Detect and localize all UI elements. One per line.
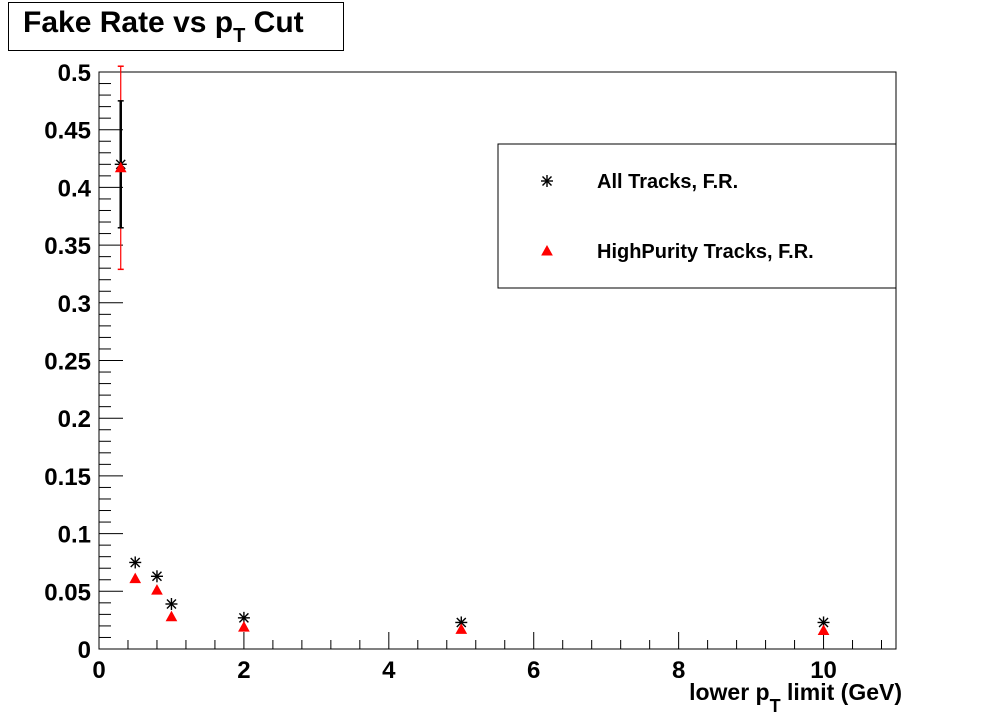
legend-all-tracks-marker — [541, 175, 553, 187]
x-axis-title-sub: T — [770, 696, 781, 716]
x-axis-title-post: limit (GeV) — [781, 679, 902, 705]
y-tick-label: 0.4 — [58, 175, 92, 202]
all-tracks-point — [150, 570, 163, 583]
axis-ticks — [98, 71, 883, 650]
y-tick-label: 0.2 — [58, 406, 91, 433]
highpurity-tracks-point — [129, 572, 142, 584]
chart-title-main: Fake Rate vs p — [23, 6, 234, 39]
legend-box — [497, 143, 897, 289]
x-axis-title: lower pT limit (GeV) — [689, 679, 902, 716]
highpurity-tracks-point — [238, 621, 250, 632]
chart-title-subscript: T — [233, 25, 246, 47]
legend-label: All Tracks, F.R. — [597, 171, 738, 193]
x-tick-label: 8 — [672, 657, 685, 684]
y-tick-label: 0.05 — [44, 579, 91, 606]
y-tick-label: 0.35 — [44, 233, 91, 260]
legend-label: HighPurity Tracks, F.R. — [597, 241, 814, 263]
all-tracks-point — [165, 597, 178, 610]
x-tick-label: 4 — [382, 657, 396, 684]
y-tick-label: 0.15 — [44, 464, 91, 491]
x-tick-label: 6 — [527, 657, 540, 684]
data-marks — [114, 65, 830, 636]
x-axis-title-pre: lower p — [689, 679, 770, 705]
legend: All Tracks, F.R. HighPurity Tracks, F.R. — [497, 143, 897, 289]
highpurity-tracks-point — [114, 161, 127, 173]
axis-tick-labels: 0 2 4 6 8 10 0 0.05 0.1 0.15 0.2 0.25 0.3 0.35 0.4 0.45… — [44, 60, 837, 684]
y-tick-label: 0.5 — [58, 60, 91, 87]
all-tracks-point — [237, 611, 250, 624]
chart-title-tail: Cut — [245, 6, 304, 39]
x-tick-label: 0 — [92, 657, 105, 684]
highpurity-tracks-point — [165, 610, 178, 622]
y-tick-label: 0.25 — [44, 349, 91, 376]
y-tick-label: 0 — [78, 637, 91, 664]
y-tick-label: 0.45 — [44, 118, 91, 145]
x-tick-label: 10 — [810, 657, 837, 684]
highpurity-tracks-point — [455, 623, 468, 634]
chart-title: Fake Rate vs pT Cut — [23, 6, 304, 47]
y-tick-label: 0.1 — [58, 522, 91, 549]
legend-highpurity-marker — [541, 244, 553, 256]
y-tick-label: 0.3 — [58, 291, 91, 318]
all-tracks-point — [129, 556, 142, 569]
highpurity-tracks-point — [151, 584, 163, 595]
chart-title-box: Fake Rate vs pT Cut — [8, 2, 344, 51]
highpurity-tracks-point — [817, 624, 830, 636]
x-tick-label: 2 — [237, 657, 250, 684]
